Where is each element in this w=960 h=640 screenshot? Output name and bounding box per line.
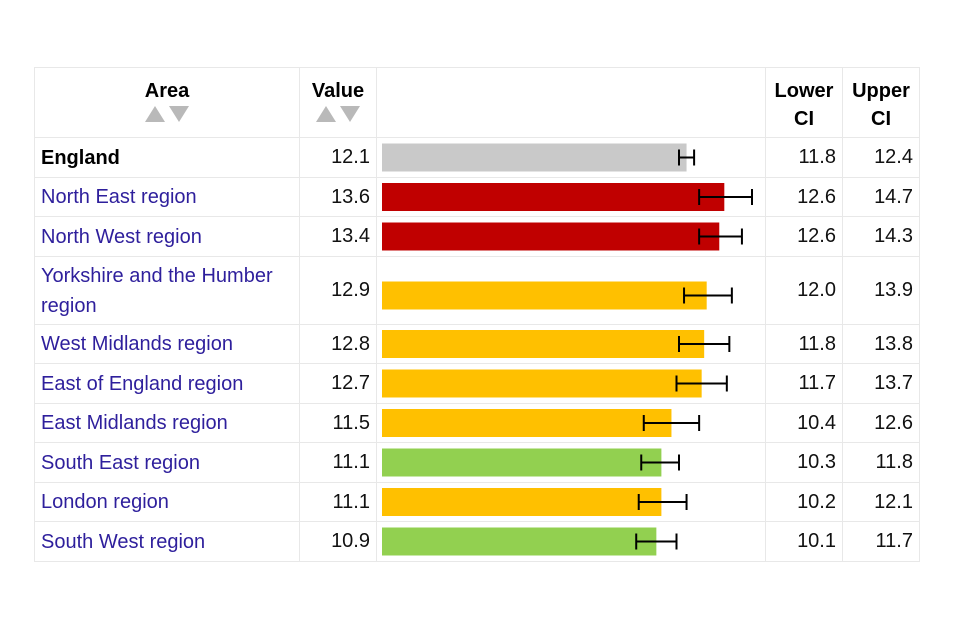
header-area-label: Area (144, 80, 190, 102)
bar-better (382, 448, 662, 477)
header-upper-ci-line1: Upper (852, 80, 910, 102)
error-bar (683, 287, 733, 304)
error-bar (698, 189, 753, 205)
header-lower-ci-line1: Lower (774, 80, 834, 102)
upper-ci-cell: 11.7 (842, 521, 920, 562)
bar-better (382, 527, 657, 556)
sort-down-triangle-icon[interactable] (339, 105, 361, 123)
error-bar (675, 375, 728, 392)
bar-similar (382, 369, 702, 398)
error-bar (678, 149, 696, 166)
bar-worse (382, 222, 720, 251)
sort-down-triangle-icon[interactable] (168, 105, 190, 123)
value-sort-controls (300, 105, 376, 123)
area-sort-controls (35, 105, 299, 123)
sort-up-triangle-icon[interactable] (315, 105, 337, 123)
error-bar (640, 454, 681, 471)
error-bar (635, 533, 678, 550)
bar-similar (382, 281, 707, 310)
error-bar (698, 228, 743, 245)
header-upper-ci: Upper CI (842, 67, 920, 138)
bar-england (382, 143, 687, 172)
header-value-label: Value (311, 80, 365, 102)
header-lower-ci-line2: CI (794, 108, 814, 130)
bar-similar (382, 488, 662, 516)
error-bar (642, 415, 701, 431)
bar-chart (382, 143, 753, 556)
bar-similar (382, 409, 672, 437)
bar-worse (382, 183, 725, 211)
data-table: Area Value Lower CI Upper CI England 12.1… (34, 67, 920, 573)
error-bar (678, 336, 731, 352)
bar-similar (382, 330, 705, 358)
error-bar (637, 494, 688, 510)
sort-up-triangle-icon[interactable] (144, 105, 166, 123)
header-upper-ci-line2: CI (871, 108, 891, 130)
